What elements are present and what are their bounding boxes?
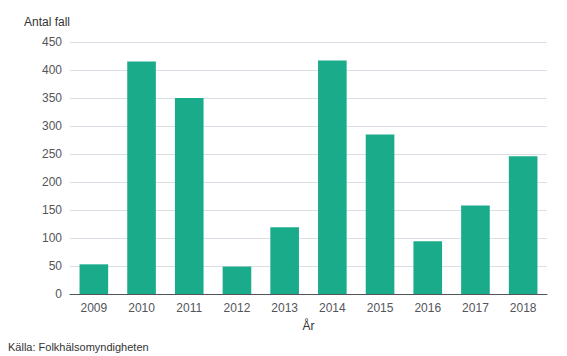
svg-text:Antal fall: Antal fall bbox=[24, 15, 70, 29]
svg-text:2014: 2014 bbox=[319, 301, 346, 315]
svg-text:År: År bbox=[303, 318, 315, 333]
svg-text:350: 350 bbox=[42, 91, 62, 105]
svg-text:2015: 2015 bbox=[367, 301, 394, 315]
svg-text:250: 250 bbox=[42, 147, 62, 161]
svg-text:2016: 2016 bbox=[414, 301, 441, 315]
svg-text:2010: 2010 bbox=[128, 301, 155, 315]
svg-text:2017: 2017 bbox=[462, 301, 489, 315]
svg-text:50: 50 bbox=[49, 259, 63, 273]
svg-text:2009: 2009 bbox=[80, 301, 107, 315]
svg-text:150: 150 bbox=[42, 203, 62, 217]
svg-text:2012: 2012 bbox=[224, 301, 251, 315]
svg-text:0: 0 bbox=[55, 287, 62, 301]
svg-text:450: 450 bbox=[42, 35, 62, 49]
svg-text:200: 200 bbox=[42, 175, 62, 189]
svg-text:300: 300 bbox=[42, 119, 62, 133]
svg-text:2018: 2018 bbox=[510, 301, 537, 315]
svg-text:100: 100 bbox=[42, 231, 62, 245]
svg-text:Källa: Folkhälsomyndigheten: Källa: Folkhälsomyndigheten bbox=[8, 341, 149, 353]
svg-text:400: 400 bbox=[42, 63, 62, 77]
svg-text:2011: 2011 bbox=[176, 301, 202, 315]
svg-text:2013: 2013 bbox=[271, 301, 298, 315]
